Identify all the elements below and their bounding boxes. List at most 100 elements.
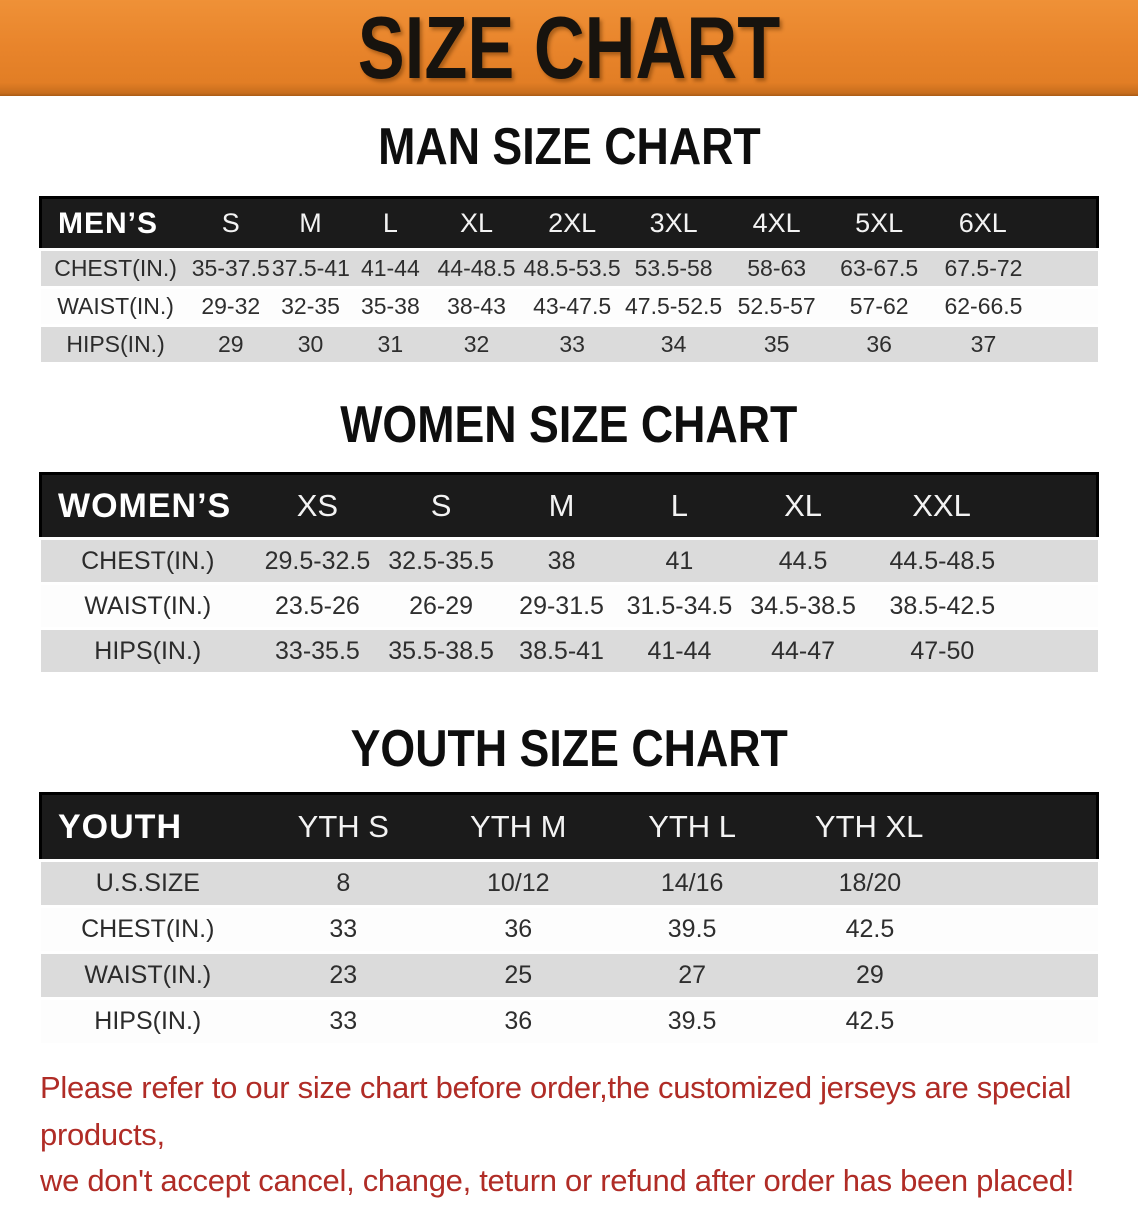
table-cell: 25 bbox=[431, 951, 605, 999]
column-header: M bbox=[502, 473, 621, 539]
table-cell: 41-44 bbox=[620, 627, 739, 673]
table-cell: 47.5-52.5 bbox=[621, 286, 726, 326]
table-header-row: YOUTH YTH S YTH M YTH L YTH XL bbox=[40, 793, 1098, 861]
table-cell: 35-37.5 bbox=[190, 248, 271, 288]
table-cell: 35.5-38.5 bbox=[379, 627, 503, 673]
table-row: WAIST(IN.) 29-32 32-35 35-38 38-43 43-47… bbox=[40, 286, 1098, 326]
table-cell: 41-44 bbox=[350, 248, 431, 288]
column-header: XL bbox=[738, 473, 869, 539]
table-row: U.S.SIZE 8 10/12 14/16 18/20 bbox=[40, 859, 1098, 907]
column-header: L bbox=[620, 473, 739, 539]
table-cell: 36 bbox=[827, 324, 931, 363]
table-cell: 31 bbox=[350, 324, 431, 363]
column-header: S bbox=[190, 197, 271, 250]
table-cell: 33 bbox=[255, 997, 432, 1044]
table-cell: 63-67.5 bbox=[827, 248, 931, 288]
table-cell: 23.5-26 bbox=[255, 582, 380, 629]
table-cell: 29 bbox=[779, 951, 1098, 999]
column-header: 4XL bbox=[725, 197, 828, 250]
table-cell: 29 bbox=[190, 324, 271, 363]
table-cell: 37 bbox=[930, 324, 1098, 363]
youth-size-chart-heading: YOUTH SIZE CHART bbox=[0, 722, 1138, 776]
table-title-cell: YOUTH bbox=[40, 793, 256, 861]
table-row: HIPS(IN.) 33-35.5 35.5-38.5 38.5-41 41-4… bbox=[40, 627, 1098, 673]
size-chart-banner: SIZE CHART bbox=[0, 0, 1138, 96]
table-row: CHEST(IN.) 35-37.5 37.5-41 41-44 44-48.5… bbox=[40, 248, 1098, 288]
table-cell: 30 bbox=[270, 324, 351, 363]
column-header: 5XL bbox=[827, 197, 931, 250]
table-cell: 67.5-72 bbox=[930, 248, 1098, 288]
column-header: YTH M bbox=[431, 793, 605, 861]
table-cell: 32 bbox=[430, 324, 523, 363]
table-cell: 23 bbox=[255, 951, 432, 999]
column-header: XL bbox=[430, 197, 523, 250]
row-label: U.S.SIZE bbox=[40, 859, 256, 907]
table-cell: 36 bbox=[431, 905, 605, 953]
row-label: HIPS(IN.) bbox=[40, 324, 191, 363]
column-header: 2XL bbox=[522, 197, 622, 250]
table-cell: 42.5 bbox=[779, 905, 1098, 953]
row-label: CHEST(IN.) bbox=[40, 905, 256, 953]
man-size-chart-heading-text: MAN SIZE CHART bbox=[377, 118, 761, 176]
table-cell: 44-48.5 bbox=[430, 248, 523, 288]
table-header-row: WOMEN’S XS S M L XL XXL bbox=[40, 473, 1098, 539]
table-cell: 18/20 bbox=[779, 859, 1098, 907]
table-header-row: MEN’S S M L XL 2XL 3XL 4XL 5XL 6XL bbox=[40, 197, 1098, 250]
column-header: YTH S bbox=[255, 793, 432, 861]
column-header: XS bbox=[255, 473, 380, 539]
youth-size-table: YOUTH YTH S YTH M YTH L YTH XL U.S.SIZE … bbox=[39, 792, 1099, 1044]
row-label: HIPS(IN.) bbox=[40, 627, 256, 673]
row-label: WAIST(IN.) bbox=[40, 286, 191, 326]
man-size-chart-heading: MAN SIZE CHART bbox=[0, 120, 1138, 174]
table-cell: 57-62 bbox=[827, 286, 931, 326]
table-cell: 34.5-38.5 bbox=[738, 582, 869, 629]
table-cell: 29-31.5 bbox=[502, 582, 621, 629]
table-cell: 38 bbox=[502, 537, 621, 584]
table-cell: 44.5-48.5 bbox=[868, 537, 1098, 584]
women-size-chart-heading-text: WOMEN SIZE CHART bbox=[340, 396, 798, 455]
table-cell: 27 bbox=[604, 951, 780, 999]
table-cell: 35 bbox=[725, 324, 828, 363]
row-label: HIPS(IN.) bbox=[40, 997, 256, 1044]
table-cell: 62-66.5 bbox=[930, 286, 1098, 326]
table-cell: 26-29 bbox=[379, 582, 503, 629]
row-label: WAIST(IN.) bbox=[40, 582, 256, 629]
column-header: YTH XL bbox=[779, 793, 1098, 861]
table-cell: 53.5-58 bbox=[621, 248, 726, 288]
column-header: 6XL bbox=[930, 197, 1098, 250]
table-cell: 29.5-32.5 bbox=[255, 537, 380, 584]
table-cell: 10/12 bbox=[431, 859, 605, 907]
column-header: YTH L bbox=[604, 793, 780, 861]
row-label: CHEST(IN.) bbox=[40, 537, 256, 584]
row-label: WAIST(IN.) bbox=[40, 951, 256, 999]
table-cell: 32.5-35.5 bbox=[379, 537, 503, 584]
table-row: WAIST(IN.) 23 25 27 29 bbox=[40, 951, 1098, 999]
table-cell: 8 bbox=[255, 859, 432, 907]
table-row: HIPS(IN.) 33 36 39.5 42.5 bbox=[40, 997, 1098, 1044]
table-cell: 44-47 bbox=[738, 627, 869, 673]
row-label: CHEST(IN.) bbox=[40, 248, 191, 288]
women-size-chart-heading: WOMEN SIZE CHART bbox=[0, 398, 1138, 452]
table-cell: 37.5-41 bbox=[270, 248, 351, 288]
table-cell: 33-35.5 bbox=[255, 627, 380, 673]
table-cell: 52.5-57 bbox=[725, 286, 828, 326]
table-cell: 33 bbox=[522, 324, 622, 363]
table-cell: 48.5-53.5 bbox=[522, 248, 622, 288]
table-title-cell: MEN’S bbox=[40, 197, 191, 250]
column-header: M bbox=[270, 197, 351, 250]
table-cell: 31.5-34.5 bbox=[620, 582, 739, 629]
table-cell: 14/16 bbox=[604, 859, 780, 907]
mens-size-table: MEN’S S M L XL 2XL 3XL 4XL 5XL 6XL CHEST… bbox=[39, 196, 1099, 363]
table-cell: 32-35 bbox=[270, 286, 351, 326]
table-cell: 47-50 bbox=[868, 627, 1098, 673]
column-header: XXL bbox=[868, 473, 1098, 539]
table-cell: 38.5-41 bbox=[502, 627, 621, 673]
table-row: CHEST(IN.) 33 36 39.5 42.5 bbox=[40, 905, 1098, 953]
table-cell: 43-47.5 bbox=[522, 286, 622, 326]
table-cell: 44.5 bbox=[738, 537, 869, 584]
table-cell: 39.5 bbox=[604, 997, 780, 1044]
disclaimer-line-2: we don't accept cancel, change, teturn o… bbox=[40, 1163, 1075, 1199]
womens-size-table: WOMEN’S XS S M L XL XXL CHEST(IN.) 29.5-… bbox=[39, 472, 1099, 673]
table-cell: 42.5 bbox=[779, 997, 1098, 1044]
table-cell: 33 bbox=[255, 905, 432, 953]
